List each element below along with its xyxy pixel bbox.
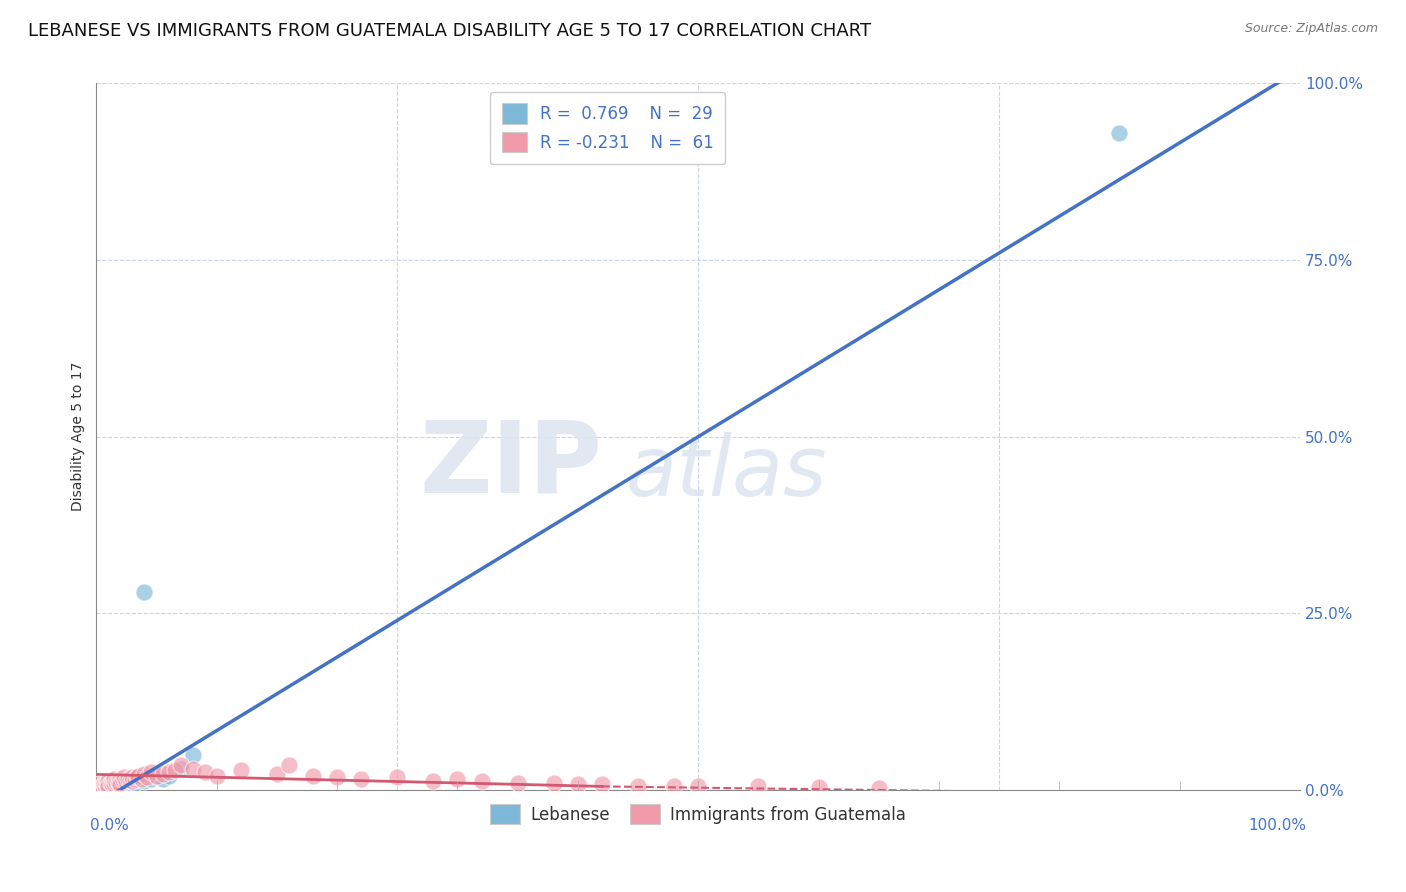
Point (100, 776, 122, 790)
Point (110, 772, 132, 787)
Point (169, 758, 191, 772)
Point (1108, 126, 1130, 140)
Point (326, 770, 349, 784)
Point (94, 779, 117, 793)
Point (506, 776, 529, 790)
Point (139, 772, 162, 787)
Point (422, 774, 444, 789)
Point (103, 772, 125, 787)
Point (103, 776, 125, 790)
Point (229, 763, 252, 777)
Point (152, 767, 174, 781)
Point (110, 777, 132, 791)
Point (117, 772, 139, 786)
Point (112, 770, 135, 784)
Point (118, 776, 141, 790)
Point (103, 776, 125, 790)
Point (868, 780, 890, 795)
Point (387, 770, 409, 784)
Point (97, 774, 120, 789)
Point (127, 772, 149, 787)
Point (105, 778, 128, 792)
Point (87, 777, 110, 791)
Point (115, 778, 138, 792)
Point (111, 772, 134, 787)
Point (139, 765, 162, 780)
Legend: Lebanese, Immigrants from Guatemala: Lebanese, Immigrants from Guatemala (484, 797, 912, 831)
Point (103, 779, 125, 793)
Point (103, 774, 125, 789)
Point (108, 776, 131, 790)
Point (470, 774, 492, 789)
Point (110, 777, 132, 791)
Point (104, 775, 127, 789)
Point (163, 763, 186, 777)
Point (194, 765, 217, 780)
Point (302, 769, 325, 783)
Point (350, 772, 373, 787)
Point (91, 780, 114, 794)
Point (91, 779, 114, 793)
Point (169, 762, 191, 776)
Point (118, 772, 141, 787)
Text: Source: ZipAtlas.com: Source: ZipAtlas.com (1244, 22, 1378, 36)
Point (446, 772, 468, 787)
Text: atlas: atlas (626, 432, 828, 513)
Point (205, 769, 228, 783)
Point (89, 780, 111, 795)
Point (101, 777, 124, 791)
Point (567, 777, 589, 791)
Point (93, 777, 115, 791)
Point (111, 776, 134, 790)
Point (107, 776, 129, 790)
Point (94, 780, 117, 794)
Point (157, 769, 180, 783)
Point (181, 747, 204, 762)
Point (127, 769, 149, 783)
Point (127, 770, 149, 784)
Text: LEBANESE VS IMMIGRANTS FROM GUATEMALA DISABILITY AGE 5 TO 17 CORRELATION CHART: LEBANESE VS IMMIGRANTS FROM GUATEMALA DI… (28, 22, 872, 40)
Point (121, 774, 143, 789)
Point (181, 762, 204, 776)
Point (134, 767, 156, 781)
Point (121, 770, 143, 784)
Point (807, 780, 830, 794)
Point (266, 767, 288, 781)
Text: 100.0%: 100.0% (1249, 818, 1306, 833)
Point (124, 776, 146, 790)
Point (134, 774, 156, 789)
Point (97, 778, 120, 792)
Point (278, 758, 301, 772)
Y-axis label: Disability Age 5 to 17: Disability Age 5 to 17 (72, 362, 86, 511)
Point (131, 772, 153, 786)
Point (152, 772, 174, 787)
Point (747, 780, 769, 794)
Point (94, 776, 117, 790)
Point (90, 780, 112, 794)
Point (124, 772, 146, 787)
Point (107, 773, 129, 788)
Point (591, 777, 613, 791)
Point (94, 780, 117, 794)
Point (662, 779, 685, 793)
Point (121, 773, 143, 788)
Point (145, 769, 167, 783)
Point (543, 776, 565, 790)
Point (96, 778, 118, 792)
Point (135, 770, 157, 784)
Point (115, 774, 138, 789)
Point (157, 765, 180, 780)
Point (100, 780, 122, 794)
Point (115, 774, 138, 789)
Point (97, 779, 120, 793)
Point (688, 780, 710, 794)
Point (101, 777, 124, 791)
Point (145, 770, 167, 784)
Text: ZIP: ZIP (419, 417, 602, 514)
Point (627, 779, 650, 793)
Text: 0.0%: 0.0% (90, 818, 129, 833)
Point (134, 585, 156, 599)
Point (96, 780, 118, 794)
